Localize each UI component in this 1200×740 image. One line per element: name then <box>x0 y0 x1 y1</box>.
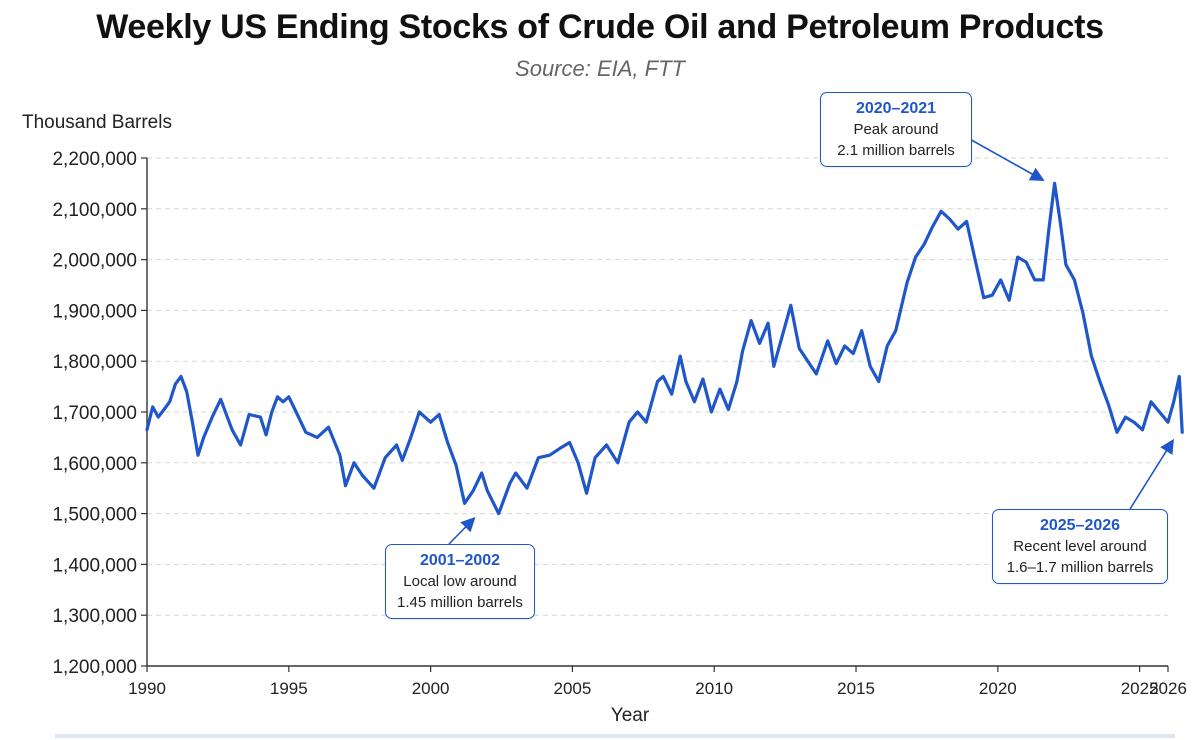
y-tick-label: 1,700,000 <box>52 403 137 424</box>
bottom-divider <box>55 734 1175 738</box>
y-tick-label: 1,400,000 <box>52 555 137 576</box>
y-tick-label: 1,600,000 <box>52 454 137 475</box>
annotation-peak-line2: 2.1 million barrels <box>837 142 955 159</box>
x-tick-label: 2020 <box>979 679 1017 698</box>
annotation-low-line2: 1.45 million barrels <box>397 594 523 611</box>
annotation-peak-line1: Peak around <box>853 121 939 138</box>
x-tick-label: 1995 <box>270 679 308 698</box>
y-tick-label: 2,100,000 <box>52 200 137 221</box>
annotation-recent-line1: Recent level around <box>1013 538 1147 555</box>
y-tick-label: 1,500,000 <box>52 505 137 526</box>
annotation-peak: 2020–2021 Peak around 2.1 million barrel… <box>820 92 972 167</box>
annotation-arrows <box>448 127 1174 545</box>
x-tick-label: 2015 <box>837 679 875 698</box>
y-ticks: 1,200,000 1,300,000 1,400,000 1,500,000 1,60… <box>52 149 147 678</box>
y-tick-label: 1,200,000 <box>52 657 137 678</box>
x-tick-label: 2025 <box>1121 679 1159 698</box>
series-group <box>145 181 1184 516</box>
annotation-recent-head: 2025–2026 <box>1039 517 1121 534</box>
annotation-low-line1: Local low around <box>403 573 517 590</box>
chart-title: Weekly US Ending Stocks of Crude Oil and… <box>96 8 1104 46</box>
x-tick-label: 2010 <box>695 679 733 698</box>
x-tick-label: 1990 <box>128 679 166 698</box>
y-tick-label: 1,800,000 <box>52 352 137 373</box>
annotation-peak-head: 2020–2021 <box>855 100 937 117</box>
annotation-recent: 2025–2026 Recent level around 1.6–1.7 mi… <box>992 509 1168 584</box>
annotation-arrow <box>448 517 476 545</box>
x-tick-label: 2000 <box>412 679 450 698</box>
y-axis-label: Thousand Barrels <box>22 112 172 133</box>
chart-subtitle: Source: EIA, FTT <box>515 56 685 81</box>
x-axis-label: Year <box>610 705 650 726</box>
series-line <box>145 181 1184 516</box>
x-tick-label: 2026 <box>1149 679 1187 698</box>
annotation-recent-line2: 1.6–1.7 million barrels <box>1006 559 1154 576</box>
annotation-low: 2001–2002 Local low around 1.45 million … <box>385 544 535 619</box>
y-tick-label: 2,000,000 <box>52 251 137 272</box>
annotation-low-head: 2001–2002 <box>419 552 501 569</box>
y-tick-label: 1,900,000 <box>52 301 137 322</box>
y-tick-label: 2,200,000 <box>52 149 137 170</box>
x-tick-label: 2005 <box>554 679 592 698</box>
annotation-arrow <box>1129 438 1174 510</box>
y-tick-label: 1,300,000 <box>52 606 137 627</box>
